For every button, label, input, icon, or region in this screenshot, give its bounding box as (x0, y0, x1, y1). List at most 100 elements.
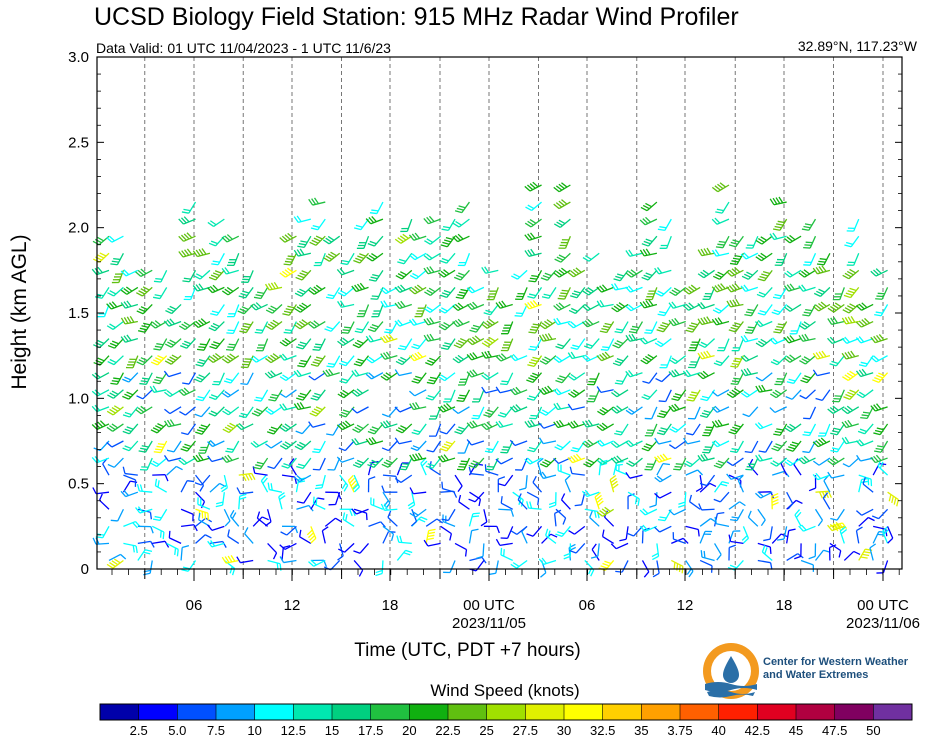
barb-flag (555, 270, 563, 277)
barb-shaft (347, 321, 355, 334)
barb-flag (208, 327, 216, 332)
barb-shaft (333, 457, 341, 471)
barb-flag (832, 522, 839, 530)
barb-flag (734, 254, 742, 258)
barb-flag (453, 344, 461, 349)
barb-flag (400, 425, 407, 430)
barb-flag (685, 303, 692, 310)
barb-flag (270, 483, 273, 491)
barb-shaft (486, 372, 499, 381)
barb-flag (380, 336, 386, 343)
barb-flag (689, 324, 697, 328)
barb-flag (498, 483, 506, 487)
barb-shaft (832, 406, 845, 414)
barb-flag (801, 284, 807, 291)
barb-flag (468, 498, 476, 503)
barb-flag (541, 322, 549, 328)
barb-flag (267, 283, 273, 290)
barb-flag (210, 410, 218, 415)
barb-flag (485, 309, 493, 314)
barb-flag (715, 360, 723, 364)
barb-flag (366, 256, 373, 262)
barb-shaft (708, 423, 716, 437)
barb-flag (711, 406, 718, 413)
barb-shaft (751, 440, 759, 453)
barb-flag (460, 288, 468, 292)
barb-flag (237, 310, 245, 315)
barb-flag (786, 381, 794, 385)
barb-flag (700, 317, 706, 325)
barb-shaft (334, 491, 341, 505)
barb-flag (394, 406, 401, 413)
barb-flag (196, 429, 204, 433)
barb-flag (847, 391, 855, 396)
barb-flag (529, 277, 537, 280)
barb-flag (296, 369, 302, 377)
barb-shaft (471, 355, 485, 361)
barb-shaft (866, 406, 874, 419)
barb-flag (528, 293, 537, 297)
barb-flag (284, 269, 291, 275)
barb-shaft (520, 304, 528, 317)
barb-flag (181, 217, 187, 224)
barb-flag (113, 257, 121, 261)
barb-flag (429, 357, 437, 362)
barb-flag (229, 509, 235, 517)
barb-shaft (319, 457, 326, 471)
barb-shaft (687, 372, 701, 378)
barb-flag (849, 303, 857, 308)
barb-flag (671, 318, 677, 326)
barb-shaft (225, 559, 239, 564)
barb-flag (221, 392, 229, 398)
barb-flag (354, 341, 362, 347)
barb-flag (631, 333, 637, 341)
barb-flag (195, 320, 202, 327)
barb-flag (568, 309, 576, 315)
barb-flag (669, 291, 676, 297)
barb-flag (717, 284, 723, 291)
barb-flag (583, 463, 590, 468)
barb-flag (457, 485, 463, 493)
barb-flag (142, 286, 150, 291)
barb-flag (717, 317, 723, 324)
barb-flag (515, 386, 522, 393)
barb-flag (279, 445, 287, 450)
colorbar-swatch (448, 704, 487, 720)
barb-flag (804, 333, 810, 341)
barb-shaft (183, 235, 196, 242)
barb-shaft (399, 406, 413, 413)
barb-flag (850, 315, 856, 323)
barb-shaft (824, 423, 831, 437)
barb-flag (655, 377, 663, 383)
barb-shaft (96, 457, 110, 464)
barb-flag (528, 280, 536, 283)
barb-shaft (471, 303, 485, 311)
barb-shaft (533, 287, 543, 299)
barb-flag (253, 296, 262, 300)
barb-flag (558, 183, 565, 190)
barb-shaft (123, 542, 137, 547)
barb-flag (325, 237, 332, 243)
barb-shaft (593, 389, 600, 402)
barb-flag (440, 455, 446, 462)
barb-flag (611, 307, 618, 313)
barb-shaft (817, 474, 831, 481)
barb-flag (572, 389, 580, 395)
barb-flag (842, 463, 850, 468)
barb-shaft (853, 253, 860, 266)
barb-flag (540, 572, 547, 578)
barb-flag (198, 319, 205, 326)
barb-shaft (285, 372, 297, 382)
barb-flag (760, 519, 766, 527)
barb-flag (427, 394, 435, 399)
barb-flag (827, 337, 833, 344)
barb-shaft (215, 269, 225, 281)
barb-flag (383, 374, 390, 380)
barb-flag (804, 375, 812, 379)
barb-shaft (97, 372, 110, 380)
barb-flag (787, 503, 794, 510)
barb-shaft (673, 372, 686, 378)
barb-flag (469, 370, 475, 377)
barb-shaft (274, 389, 283, 402)
barb-shaft (314, 372, 326, 381)
